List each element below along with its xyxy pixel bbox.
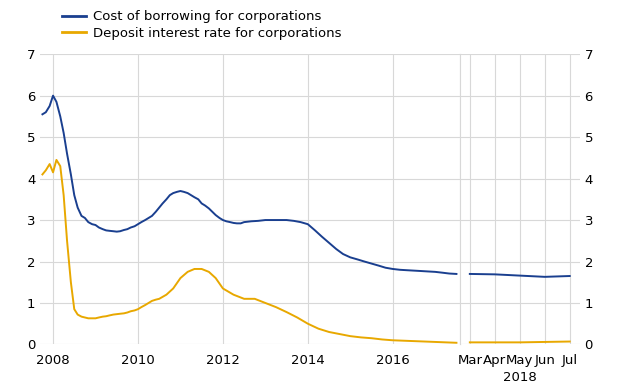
- Text: 2018: 2018: [503, 371, 537, 384]
- Legend: Cost of borrowing for corporations, Deposit interest rate for corporations: Cost of borrowing for corporations, Depo…: [63, 10, 341, 40]
